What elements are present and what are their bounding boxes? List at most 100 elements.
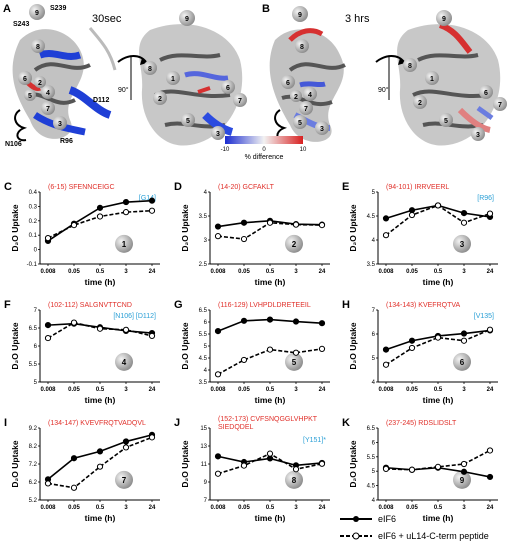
data-point-eif6 — [96, 204, 104, 211]
svg-text:5: 5 — [28, 93, 32, 100]
chart-title: (102-112) SALGNVTTCND — [48, 302, 132, 309]
site-label: [R96] — [477, 195, 494, 202]
data-point-eif6-peptide — [382, 465, 390, 472]
region-marker — [285, 352, 303, 371]
svg-text:6: 6 — [286, 80, 290, 87]
structure-art-a: 9 8 6 4 7 2 5 3 9 8 1 2 6 7 5 3 — [12, 4, 247, 146]
data-point-eif6 — [122, 198, 130, 206]
y-tick-label: 6.5 — [367, 426, 376, 432]
x-tick-label: 3 — [294, 505, 298, 511]
data-point-eif6 — [460, 330, 468, 337]
chart-k: K 6.5 6 5.5 5 4.5 40.008 0.05 0.5 3 24 time (h) D₂O … — [342, 417, 498, 523]
data-point-eif6-peptide — [70, 319, 78, 326]
chart-title: (94-101) IRRVEERL — [386, 184, 449, 191]
svg-text:5: 5 — [444, 118, 448, 125]
y-tick-label: 6 — [204, 320, 208, 326]
x-tick-label: 3 — [294, 387, 298, 393]
data-point-eif6 — [122, 438, 130, 445]
data-point-eif6-peptide — [292, 466, 300, 473]
x-axis-label: time (h) — [423, 395, 454, 405]
y-axis-label: D₂O Uptake — [10, 322, 20, 370]
label-d112: D112 — [93, 97, 109, 104]
x-axis-label: time (h) — [85, 277, 116, 287]
data-point-eif6 — [240, 317, 248, 324]
data-point-eif6 — [460, 468, 468, 475]
label-s239: S239 — [50, 5, 66, 12]
structure-art-b: 9 8 6 4 7 2 5 3 9 8 1 2 6 7 5 3 — [269, 6, 507, 146]
legend-label-eif6-peptide: eIF6 + uL14-C-term peptide — [378, 531, 489, 541]
series-line-eif6 — [47, 434, 153, 480]
svg-text:8: 8 — [36, 44, 40, 51]
svg-text:3: 3 — [320, 126, 324, 133]
y-tick-label: 8.2 — [29, 444, 38, 450]
region-marker — [115, 470, 133, 489]
region-marker — [115, 352, 133, 371]
region-marker — [453, 470, 471, 489]
x-tick-label: 24 — [149, 269, 156, 275]
svg-text:6: 6 — [23, 76, 27, 83]
panel-letter: F — [4, 299, 11, 311]
region-marker — [115, 234, 133, 253]
x-axis-label: time (h) — [423, 277, 454, 287]
x-tick-label: 0.5 — [266, 269, 275, 275]
y-tick-label: 6.2 — [29, 480, 38, 486]
percent-difference-scale — [225, 136, 303, 144]
data-point-eif6 — [408, 337, 416, 344]
x-tick-label: 0.008 — [378, 387, 394, 393]
x-tick-label: 0.008 — [378, 269, 394, 275]
data-point-eif6-peptide — [240, 356, 248, 364]
region-number: 7 — [122, 476, 127, 485]
region-marker — [453, 352, 471, 371]
y-axis-label: D₂O Uptake — [348, 322, 358, 370]
panel-a-letter: A — [3, 3, 11, 15]
y-tick-label: 9 — [204, 480, 208, 486]
y-tick-label: 4 — [204, 190, 208, 196]
svg-text:2: 2 — [294, 94, 298, 101]
region-number: 6 — [460, 358, 465, 367]
y-tick-label: 3 — [204, 238, 208, 244]
data-point-eif6 — [96, 448, 104, 455]
panel-letter: I — [4, 417, 7, 429]
x-tick-label: 3 — [124, 269, 128, 275]
legend-label-eif6: eIF6 — [378, 514, 396, 524]
panel-a-title: 30sec — [92, 13, 122, 25]
x-tick-label: 0.5 — [96, 505, 105, 511]
y-tick-label: 6.5 — [29, 326, 38, 332]
x-tick-label: 3 — [462, 269, 466, 275]
y-tick-label: 7 — [204, 498, 208, 504]
y-axis-label: D₂O Uptake — [180, 440, 190, 488]
x-tick-label: 0.05 — [68, 505, 80, 511]
panel-letter: E — [342, 181, 349, 193]
chart-f: F 7 6.5 6 5.5 50.008 0.05 0.5 3 24 time (h) D₂O Upt… — [4, 299, 160, 405]
data-point-eif6-peptide — [148, 332, 156, 340]
data-point-eif6 — [382, 215, 390, 222]
y-tick-label: 5 — [34, 380, 38, 386]
y-tick-label: 11 — [201, 462, 208, 468]
chart-title: SIEDQDEL — [218, 424, 254, 431]
data-point-eif6 — [240, 219, 248, 226]
legend: eIF6 eIF6 + uL14-C-term peptide — [340, 514, 489, 541]
chart-title: (116-129) LVHPDLDRETEEIL — [218, 302, 311, 309]
y-tick-label: 5.5 — [199, 332, 208, 338]
svg-text:9: 9 — [442, 16, 446, 23]
x-tick-label: 3 — [294, 269, 298, 275]
data-point-eif6-peptide — [96, 213, 104, 220]
data-point-eif6-peptide — [266, 219, 274, 226]
data-point-eif6-peptide — [460, 460, 468, 468]
y-tick-label: 5.5 — [367, 455, 376, 461]
y-tick-label: 5.5 — [29, 362, 38, 368]
data-point-eif6 — [460, 210, 468, 217]
y-tick-label: 6 — [372, 440, 376, 446]
x-tick-label: 0.008 — [378, 505, 394, 511]
svg-text:9: 9 — [298, 12, 302, 19]
chart-i: I 9.2 8.2 7.2 6.2 5.20.008 0.05 0.5 3 24 time (h) D… — [4, 417, 160, 523]
y-tick-label: 4 — [372, 380, 376, 386]
x-tick-label: 24 — [149, 505, 156, 511]
svg-text:4: 4 — [46, 90, 50, 97]
data-point-eif6 — [148, 197, 156, 204]
data-point-eif6-peptide — [96, 463, 104, 470]
x-axis-label: time (h) — [255, 513, 286, 523]
x-axis-label: time (h) — [85, 395, 116, 405]
x-axis-label: time (h) — [255, 395, 286, 405]
svg-text:6: 6 — [226, 85, 230, 92]
